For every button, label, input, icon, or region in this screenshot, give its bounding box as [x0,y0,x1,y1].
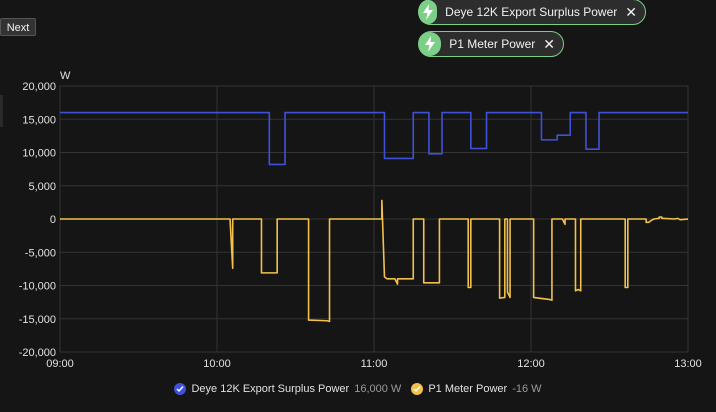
legend-label: P1 Meter Power [428,383,508,395]
chip-label: P1 Meter Power [449,37,536,51]
y-tick-label: 20,000 [22,81,56,93]
x-tick-label: 10:00 [203,358,231,370]
legend-value: 16,000 W [354,383,402,395]
entity-chip-deye-export[interactable]: Deye 12K Export Surplus Power ✕ [418,0,646,25]
chip-label: Deye 12K Export Surplus Power [445,5,618,19]
close-icon[interactable]: ✕ [625,4,637,20]
legend-item-p1[interactable]: P1 Meter Power -16 W [411,383,542,395]
y-tick-label: -10,000 [19,281,56,293]
line-chart: 20,000 15,000 10,000 5,000 0 -5,000 -10,000 -15… [19,70,702,370]
y-tick-label: 15,000 [22,114,56,126]
lightning-bolt-icon [419,0,438,24]
checkbox-icon[interactable] [174,383,187,395]
y-tick-label: 0 [50,214,56,226]
series-line-p1-meter [60,199,689,323]
y-tick-label: -20,000 [19,347,56,359]
y-tick-label: 10,000 [22,148,56,160]
scroll-indicator [0,95,3,127]
series-line-deye-export [60,111,688,166]
close-icon[interactable]: ✕ [543,36,555,52]
entity-chip-p1-meter[interactable]: P1 Meter Power ✕ [418,31,564,57]
legend-label: Deye 12K Export Surplus Power [191,383,350,395]
lightning-bolt-icon [419,32,442,56]
checkbox-icon[interactable] [411,383,424,395]
x-tick-label: 13:00 [674,358,702,370]
legend-value: -16 W [512,383,542,395]
y-tick-label: 5,000 [28,181,56,193]
y-tick-label: -15,000 [19,314,56,326]
y-tick-label: -5,000 [25,247,56,259]
x-tick-label: 12:00 [517,358,545,370]
next-button[interactable]: Next [0,18,36,36]
legend-item-deye[interactable]: Deye 12K Export Surplus Power 16,000 W [174,383,401,395]
x-tick-label: 11:00 [361,358,388,370]
x-tick-label: 09:00 [46,358,74,370]
chart-legend: Deye 12K Export Surplus Power 16,000 W P… [0,380,716,398]
y-axis-unit-label: W [60,70,71,82]
